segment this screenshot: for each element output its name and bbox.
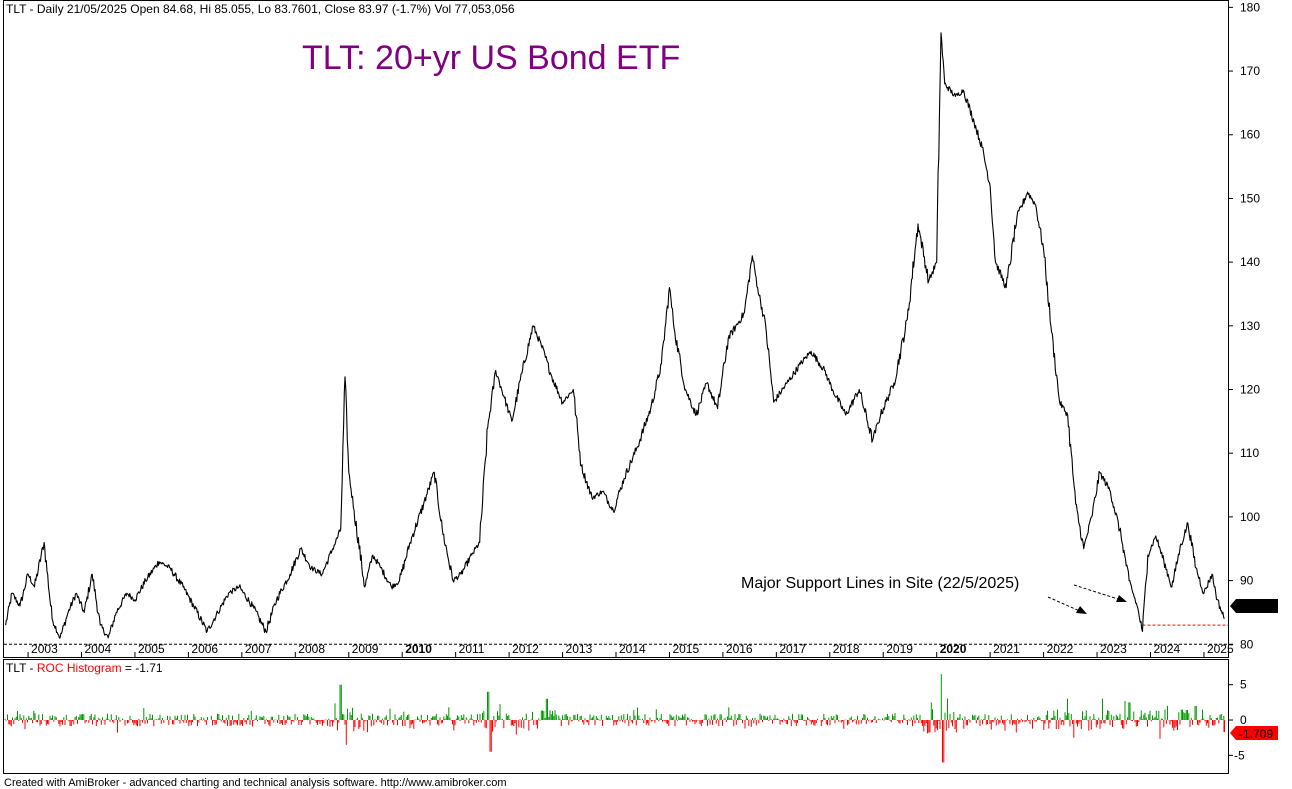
roc-panel — [3, 659, 1229, 774]
last-roc-tag-bg — [1230, 726, 1278, 740]
x-tick-label: 2018 — [833, 642, 860, 656]
y-tick-label: 150 — [1240, 191, 1260, 205]
roc-y-axis: 5 0 -5 — [1228, 678, 1247, 762]
footer-credit: Created with AmiBroker - advanced charti… — [4, 777, 507, 789]
x-tick-label: 2005 — [138, 642, 165, 656]
y-tick-label: 180 — [1240, 0, 1260, 14]
annotation-arrows — [1047, 584, 1127, 614]
y-tick-label: 140 — [1240, 255, 1260, 269]
roc-y-tick-label: 0 — [1240, 713, 1247, 727]
x-tick-label: 2008 — [298, 642, 325, 656]
y-tick-label: 90 — [1240, 574, 1254, 588]
last-roc-label: -1.709 — [1239, 727, 1273, 741]
roc-header-prefix: TLT - — [6, 661, 37, 675]
y-tick-label: 80 — [1240, 637, 1254, 651]
y-tick-label: 170 — [1240, 64, 1260, 78]
x-tick-label: 2007 — [245, 642, 272, 656]
x-tick-label: 2020 — [940, 642, 967, 656]
x-tick-label: 2014 — [619, 642, 646, 656]
x-tick-label: 2013 — [566, 642, 593, 656]
price-panel — [3, 0, 1229, 658]
annotation-arrow-2 — [1073, 584, 1122, 601]
y-tick-label: 130 — [1240, 319, 1260, 333]
year-axis: 2003 2004 2005 2006 2007 2008 2009 2010 2011 2012… — [27, 642, 1234, 657]
x-tick-label: 2015 — [672, 642, 699, 656]
x-tick-label: 2025 — [1207, 642, 1234, 656]
roc-header-name: ROC Histogram — [37, 661, 122, 675]
x-tick-label: 2003 — [31, 642, 58, 656]
last-price-tag-bg — [1230, 599, 1278, 613]
x-tick-label: 2019 — [886, 642, 913, 656]
x-tick-label: 2012 — [512, 642, 539, 656]
x-tick-label: 2017 — [779, 642, 806, 656]
price-header: TLT - Daily 21/05/2025 Open 84.68, Hi 85… — [6, 2, 515, 16]
chart-title: TLT: 20+yr US Bond ETF — [302, 39, 680, 77]
price-line — [5, 32, 1225, 639]
roc-y-tick-label: 5 — [1240, 678, 1247, 692]
last-price-tag: 83.97 — [1230, 599, 1278, 614]
roc-y-tick-label: -5 — [1234, 748, 1245, 762]
x-tick-label: 2022 — [1047, 642, 1074, 656]
y-tick-label: 110 — [1240, 446, 1259, 460]
roc-header-value: = -1.71 — [122, 661, 163, 675]
x-tick-label: 2011 — [459, 642, 485, 656]
roc-header: TLT - ROC Histogram = -1.71 — [6, 661, 163, 675]
x-tick-label: 2004 — [85, 642, 112, 656]
annotation-arrow-1 — [1047, 596, 1083, 613]
support-lines — [4, 624, 1228, 645]
x-tick-label: 2024 — [1153, 642, 1180, 656]
price-y-axis: 80 90 100 110 120 130 140 150 160 170 180 — [1228, 0, 1260, 651]
annotation-arrowhead-1 — [1076, 606, 1087, 614]
x-tick-label: 2006 — [191, 642, 218, 656]
y-tick-label: 100 — [1240, 510, 1260, 524]
x-tick-label: 2010 — [405, 642, 432, 656]
roc-histogram — [4, 674, 1226, 763]
support-annotation: Major Support Lines in Site (22/5/2025) — [741, 575, 1019, 592]
y-tick-label: 120 — [1240, 383, 1260, 397]
x-tick-label: 2023 — [1100, 642, 1127, 656]
x-tick-label: 2009 — [352, 642, 379, 656]
last-price-label: 83.97 — [1242, 600, 1272, 614]
last-roc-tag: -1.709 — [1230, 726, 1278, 741]
annotation-arrowhead-2 — [1116, 595, 1127, 602]
x-tick-label: 2021 — [993, 642, 1020, 656]
y-tick-label: 160 — [1240, 128, 1260, 142]
x-tick-label: 2016 — [726, 642, 753, 656]
